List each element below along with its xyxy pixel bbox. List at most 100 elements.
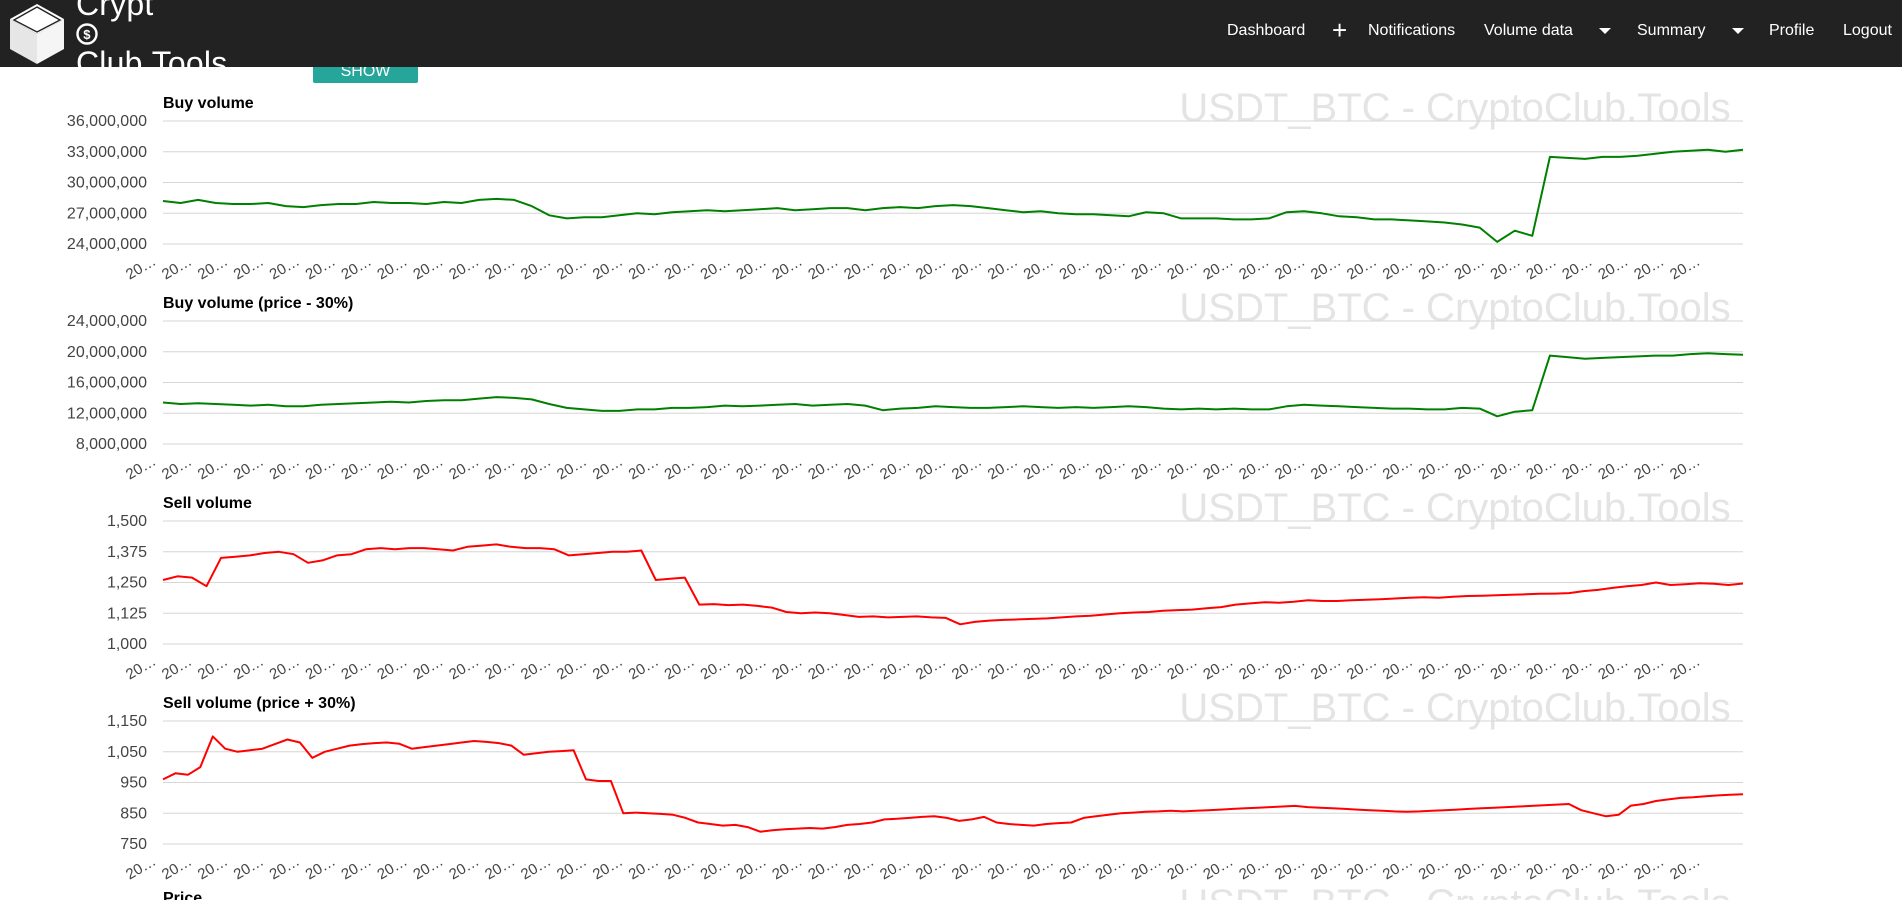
nav-dashboard[interactable]: Dashboard <box>1227 22 1306 39</box>
chart-watermark: USDT_BTC - CryptoClub.Tools <box>1179 86 1730 130</box>
x-tick-label: 20… <box>626 853 662 884</box>
x-tick-label: 20… <box>482 853 518 884</box>
svg-text:$: $ <box>83 27 91 42</box>
x-tick-label: 20… <box>841 853 877 884</box>
x-tick-label: 20… <box>841 253 877 284</box>
x-tick-label: 20… <box>1524 453 1560 484</box>
x-tick-label: 20… <box>1200 453 1236 484</box>
x-tick-label: 20… <box>195 853 231 884</box>
x-tick-label: 20… <box>1200 853 1236 884</box>
x-tick-label: 20… <box>626 253 662 284</box>
x-tick-label: 20… <box>1057 853 1093 884</box>
x-tick-label: 20… <box>1416 453 1452 484</box>
x-tick-label: 20… <box>590 253 626 284</box>
nav-volume-data-label: Volume data <box>1484 22 1573 39</box>
x-tick-label: 20… <box>1129 653 1165 684</box>
x-tick-label: 20… <box>374 453 410 484</box>
x-tick-label: 20… <box>913 653 949 684</box>
x-tick-label: 20… <box>877 853 913 884</box>
x-tick-label: 20… <box>518 653 554 684</box>
x-tick-label: 20… <box>1236 453 1272 484</box>
x-tick-label: 20… <box>159 453 195 484</box>
x-tick-label: 20… <box>1559 853 1595 884</box>
chart-title: Sell volume (price + 30%) <box>163 695 356 712</box>
y-tick-label: 1,125 <box>107 605 147 622</box>
nav-logout[interactable]: Logout <box>1843 22 1892 39</box>
add-plus-icon[interactable]: + <box>1332 15 1348 45</box>
brand-name: Crypt $ Club.Tools <box>76 0 227 82</box>
nav-notifications[interactable]: Notifications <box>1368 22 1456 39</box>
x-tick-label: 20… <box>698 853 734 884</box>
x-tick-label: 20… <box>1631 253 1667 284</box>
x-tick-label: 20… <box>913 453 949 484</box>
x-tick-label: 20… <box>1308 453 1344 484</box>
x-tick-label: 20… <box>1631 453 1667 484</box>
nav-volume-data[interactable]: Volume data <box>1484 0 1612 62</box>
x-tick-label: 20… <box>339 653 375 684</box>
x-tick-label: 20… <box>626 453 662 484</box>
x-tick-label: 20… <box>626 653 662 684</box>
x-tick-label: 20… <box>877 653 913 684</box>
x-tick-label: 20… <box>769 653 805 684</box>
x-tick-label: 20… <box>1559 653 1595 684</box>
x-tick-label: 20… <box>159 253 195 284</box>
x-tick-label: 20… <box>303 253 339 284</box>
y-tick-label: 950 <box>120 775 147 792</box>
x-tick-label: 20… <box>1093 453 1129 484</box>
x-tick-label: 20… <box>877 253 913 284</box>
x-tick-label: 20… <box>267 653 303 684</box>
x-tick-label: 20… <box>231 653 267 684</box>
x-tick-label: 20… <box>769 853 805 884</box>
x-tick-label: 20… <box>1272 653 1308 684</box>
y-tick-label: 36,000,000 <box>67 113 147 130</box>
x-tick-label: 20… <box>985 653 1021 684</box>
x-tick-label: 20… <box>554 853 590 884</box>
chart-title: Price <box>163 890 202 900</box>
chart-watermark: USDT_BTC - CryptoClub.Tools <box>1179 882 1730 900</box>
brand-logo-link[interactable]: Crypt $ Club.Tools <box>8 0 227 81</box>
x-tick-label: 20… <box>805 253 841 284</box>
x-tick-label: 20… <box>985 453 1021 484</box>
x-tick-label: 20… <box>1380 453 1416 484</box>
x-tick-label: 20… <box>590 453 626 484</box>
x-tick-label: 20… <box>805 853 841 884</box>
x-tick-label: 20… <box>769 453 805 484</box>
nav-summary[interactable]: Summary <box>1637 0 1744 62</box>
x-tick-label: 20… <box>841 653 877 684</box>
x-tick-label: 20… <box>1631 853 1667 884</box>
series-line <box>162 352 1744 418</box>
x-tick-label: 20… <box>662 253 698 284</box>
x-tick-label: 20… <box>554 253 590 284</box>
x-tick-label: 20… <box>339 253 375 284</box>
x-tick-label: 20… <box>1236 653 1272 684</box>
chart-title: Sell volume <box>163 495 252 512</box>
x-tick-label: 20… <box>1129 253 1165 284</box>
nav-profile[interactable]: Profile <box>1769 22 1815 39</box>
y-tick-label: 27,000,000 <box>67 205 147 222</box>
cube-logo-icon <box>10 3 64 64</box>
x-tick-label: 20… <box>1631 653 1667 684</box>
x-tick-label: 20… <box>1021 653 1057 684</box>
x-tick-label: 20… <box>1524 853 1560 884</box>
y-tick-label: 12,000,000 <box>67 405 147 422</box>
nav-summary-label: Summary <box>1637 22 1706 39</box>
x-tick-label: 20… <box>1380 653 1416 684</box>
x-tick-label: 20… <box>1164 253 1200 284</box>
y-tick-label: 750 <box>120 836 147 853</box>
x-tick-label: 20… <box>1344 453 1380 484</box>
chart-title: Buy volume (price - 30%) <box>163 295 353 312</box>
chart-price-partial: Price USDT_BTC - CryptoClub.Tools <box>163 882 1731 900</box>
y-tick-label: 1,000 <box>107 636 147 653</box>
x-tick-label: 20… <box>769 253 805 284</box>
x-tick-label: 20… <box>662 653 698 684</box>
x-tick-label: 20… <box>410 453 446 484</box>
chart-watermark: USDT_BTC - CryptoClub.Tools <box>1179 486 1730 530</box>
x-tick-label: 20… <box>734 253 770 284</box>
x-tick-label: 20… <box>518 253 554 284</box>
x-tick-label: 20… <box>1129 453 1165 484</box>
chart-sell-volume-plus-30: Sell volume (price + 30%) USDT_BTC - Cryp… <box>107 686 1744 884</box>
x-tick-label: 20… <box>1164 453 1200 484</box>
y-tick-label: 33,000,000 <box>67 144 147 161</box>
x-tick-label: 20… <box>698 453 734 484</box>
x-tick-label: 20… <box>913 253 949 284</box>
